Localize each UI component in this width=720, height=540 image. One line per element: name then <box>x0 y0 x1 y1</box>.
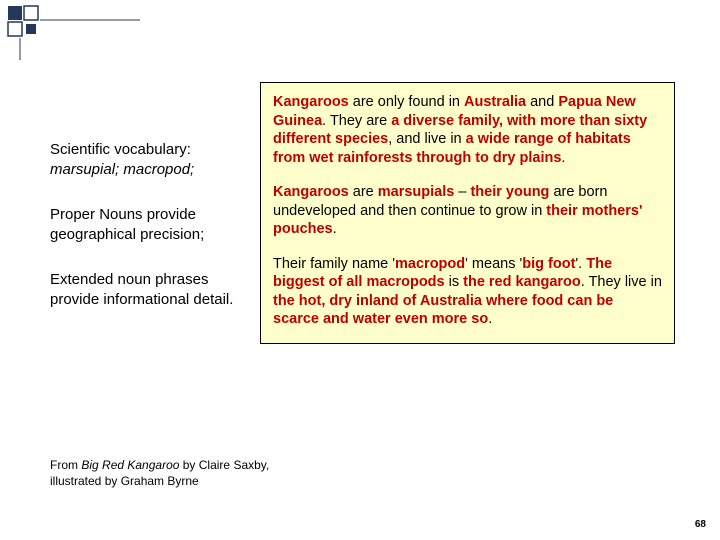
p3-t8: the red kangaroo <box>463 274 581 290</box>
left-block-proper-nouns: Proper Nouns provide geographical precis… <box>50 205 240 244</box>
block1-terms: marsupial; macropod; <box>50 161 194 178</box>
p1-t1: Kangaroos <box>273 94 349 110</box>
p2-t8: . <box>333 221 337 237</box>
block1-label: Scientific vocabulary: <box>50 141 191 158</box>
citation-title: Big Red Kangaroo <box>81 458 179 472</box>
left-column: Scientific vocabulary: marsupial; macrop… <box>50 140 240 335</box>
p1-t3: Australia <box>464 94 526 110</box>
p2-t2: are <box>349 184 378 200</box>
p2-t1: Kangaroos <box>273 184 349 200</box>
p3-t1: Their family name ' <box>273 256 395 272</box>
p1-t4: and <box>526 94 558 110</box>
page-number: 68 <box>695 519 706 530</box>
p3-t9: . They live in <box>581 274 662 290</box>
paragraph-2: Kangaroos are marsupials – their young a… <box>273 183 662 239</box>
left-block-noun-phrases: Extended noun phrases provide informatio… <box>50 270 240 309</box>
citation-from: From <box>50 458 81 472</box>
p1-t8: , and live in <box>388 131 465 147</box>
citation: From Big Red Kangaroo by Claire Saxby, i… <box>50 458 300 489</box>
p3-t7: is <box>445 274 464 290</box>
p2-t3: marsupials <box>378 184 455 200</box>
p1-t6: . They are <box>322 113 391 129</box>
slide: Scientific vocabulary: marsupial; macrop… <box>0 0 720 540</box>
p3-t10: the hot, dry inland of Australia where f… <box>273 293 613 328</box>
p1-t2: are only found in <box>349 94 464 110</box>
p3-t3: ' means ' <box>465 256 522 272</box>
paragraph-1: Kangaroos are only found in Australia an… <box>273 93 662 167</box>
p2-t5: their young <box>470 184 549 200</box>
text-excerpt-box: Kangaroos are only found in Australia an… <box>260 82 675 344</box>
paragraph-3: Their family name 'macropod' means 'big … <box>273 255 662 329</box>
p3-t11: . <box>488 311 492 327</box>
p3-t5: '. <box>575 256 586 272</box>
p1-t10: . <box>561 150 565 166</box>
corner-decoration <box>0 0 140 60</box>
left-block-vocab: Scientific vocabulary: marsupial; macrop… <box>50 140 240 179</box>
p2-t4: – <box>454 184 470 200</box>
p3-t4: big foot <box>522 256 575 272</box>
p3-t2: macropod <box>395 256 465 272</box>
